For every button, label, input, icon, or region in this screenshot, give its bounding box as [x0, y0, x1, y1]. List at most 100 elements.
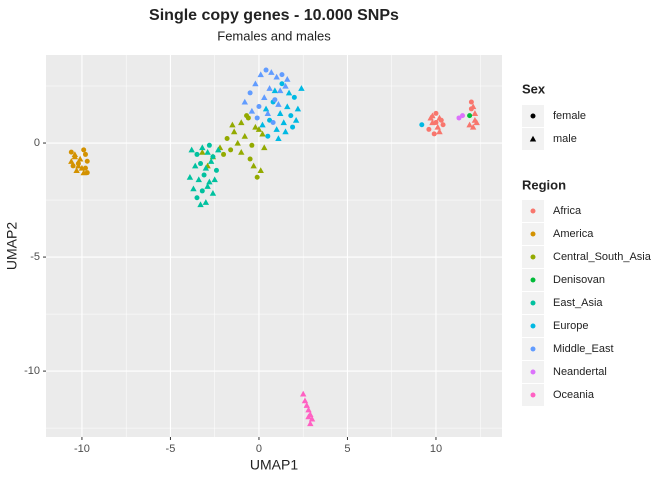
data-point: [426, 126, 432, 132]
data-point: [263, 67, 269, 73]
data-point: [292, 117, 300, 123]
data-point: [195, 176, 202, 183]
data-point: [291, 94, 297, 100]
legend-label: Central_South_Asia: [553, 251, 652, 263]
data-point: [264, 110, 272, 116]
data-point: [250, 162, 257, 169]
data-point: [433, 120, 439, 126]
data-point: [280, 119, 287, 126]
data-point: [224, 135, 230, 141]
data-point: [307, 420, 314, 427]
color-legend-title: Region: [522, 177, 566, 192]
y-tick-label: -10: [24, 365, 40, 377]
data-point: [247, 156, 253, 162]
data-point: [84, 158, 90, 164]
data-point: [266, 85, 273, 91]
data-point: [202, 164, 210, 171]
data-point: [284, 103, 291, 110]
legend-label: Europe: [553, 320, 588, 332]
data-point: [186, 174, 194, 180]
legend-symbol: [530, 300, 536, 306]
data-point: [249, 142, 255, 148]
data-point: [248, 107, 256, 114]
y-tick-label: 0: [34, 137, 40, 149]
data-point: [259, 121, 266, 128]
data-point: [468, 106, 474, 112]
x-tick-label: -5: [166, 443, 176, 455]
data-point: [204, 148, 211, 155]
data-point: [255, 126, 263, 132]
data-point: [254, 115, 260, 121]
data-point: [431, 131, 437, 137]
data-point: [241, 98, 248, 105]
data-point: [267, 117, 273, 123]
chart-title: Single copy genes - 10.000 SNPs: [149, 7, 399, 24]
data-point: [284, 75, 291, 82]
data-point: [273, 73, 280, 80]
data-point: [471, 110, 479, 116]
legend-symbol: [529, 135, 537, 142]
data-point: [308, 415, 316, 422]
data-point: [82, 165, 88, 171]
data-point: [221, 151, 227, 157]
data-point: [275, 101, 282, 107]
data-point: [466, 121, 473, 128]
data-point: [434, 123, 441, 130]
data-point: [276, 87, 284, 94]
data-point: [433, 110, 439, 116]
data-point: [468, 99, 474, 105]
data-point: [300, 390, 307, 397]
data-point: [244, 113, 250, 119]
y-tick-label: -5: [30, 251, 40, 263]
data-point: [81, 147, 87, 153]
data-point: [197, 201, 204, 208]
legend-label: Oceania: [553, 389, 595, 401]
data-point: [206, 178, 213, 185]
data-point: [238, 148, 245, 155]
data-point: [305, 406, 312, 413]
data-point: [241, 132, 248, 139]
legend-symbol: [530, 323, 536, 329]
data-point: [198, 161, 204, 167]
x-axis-label: UMAP1: [250, 457, 298, 473]
legend-symbol: [530, 369, 536, 375]
data-point: [215, 146, 222, 153]
data-point: [288, 113, 294, 119]
data-point: [204, 183, 211, 189]
data-point: [438, 117, 444, 123]
data-point: [282, 82, 289, 89]
legend-symbol: [530, 346, 536, 352]
data-point: [254, 174, 260, 180]
data-point: [261, 144, 268, 151]
x-tick-label: -10: [74, 443, 90, 455]
data-point: [68, 149, 74, 155]
data-point: [234, 139, 241, 146]
data-point: [252, 80, 259, 87]
data-point: [71, 151, 79, 157]
data-point: [257, 167, 264, 173]
data-point: [275, 135, 282, 142]
legend-label: Middle_East: [553, 343, 614, 355]
data-point: [290, 124, 296, 130]
data-point: [279, 81, 285, 87]
data-point: [440, 122, 446, 128]
data-point: [247, 90, 253, 96]
plot-panel: [46, 55, 502, 437]
data-point: [456, 115, 462, 121]
y-axis-label: UMAP2: [4, 222, 20, 270]
data-point: [211, 176, 218, 183]
data-point: [270, 120, 276, 126]
data-point: [460, 113, 466, 119]
data-point: [73, 167, 80, 173]
data-point: [294, 105, 302, 112]
legend-symbol: [530, 208, 536, 214]
data-point: [279, 72, 285, 78]
data-point: [199, 144, 206, 151]
data-point: [271, 87, 279, 94]
data-point: [261, 94, 268, 100]
legend-label: male: [553, 133, 577, 145]
data-point: [229, 121, 236, 128]
data-point: [199, 148, 206, 155]
